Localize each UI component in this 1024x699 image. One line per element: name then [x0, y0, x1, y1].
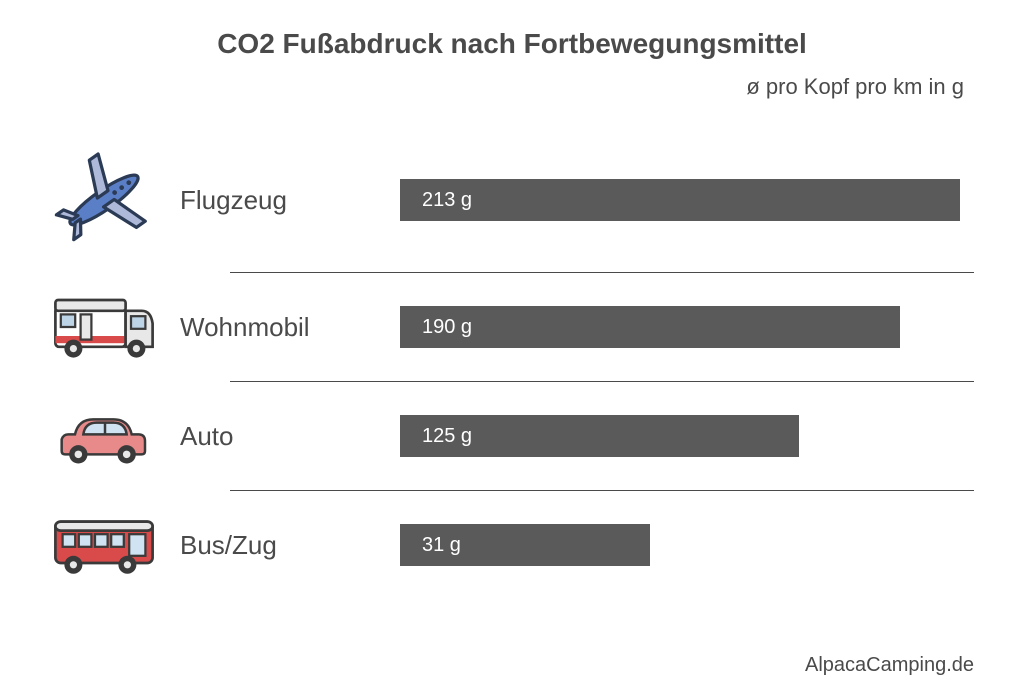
bar-cell: 31 g: [400, 524, 974, 566]
chart-row: Bus/Zug 31 g: [50, 491, 974, 599]
bar: 31 g: [400, 524, 650, 566]
bar-cell: 213 g: [400, 179, 974, 221]
chart-subtitle: ø pro Kopf pro km in g: [50, 74, 974, 100]
bar: 125 g: [400, 415, 799, 457]
chart-rows: Flugzeug 213 g: [50, 128, 974, 599]
airplane-icon: [50, 146, 180, 254]
row-label: Bus/Zug: [180, 530, 400, 561]
row-label: Auto: [180, 421, 400, 452]
bar: 213 g: [400, 179, 960, 221]
bar-value: 125 g: [422, 425, 472, 448]
bar-value: 190 g: [422, 316, 472, 339]
bar-value: 213 g: [422, 189, 472, 212]
row-label: Flugzeug: [180, 185, 400, 216]
bus-icon: [50, 509, 180, 581]
bar-value: 31 g: [422, 534, 461, 557]
chart-row: Flugzeug 213 g: [50, 128, 974, 272]
chart-row: Wohnmobil 190 g: [50, 273, 974, 381]
row-label: Wohnmobil: [180, 312, 400, 343]
bar-cell: 125 g: [400, 415, 974, 457]
motorhome-icon: [50, 291, 180, 363]
bar: 190 g: [400, 306, 900, 348]
credit-text: AlpacaCamping.de: [805, 654, 974, 677]
car-icon: [50, 400, 180, 472]
bar-cell: 190 g: [400, 306, 974, 348]
chart-title: CO2 Fußabdruck nach Fortbewegungsmittel: [50, 28, 974, 60]
chart-row: Auto 125 g: [50, 382, 974, 490]
